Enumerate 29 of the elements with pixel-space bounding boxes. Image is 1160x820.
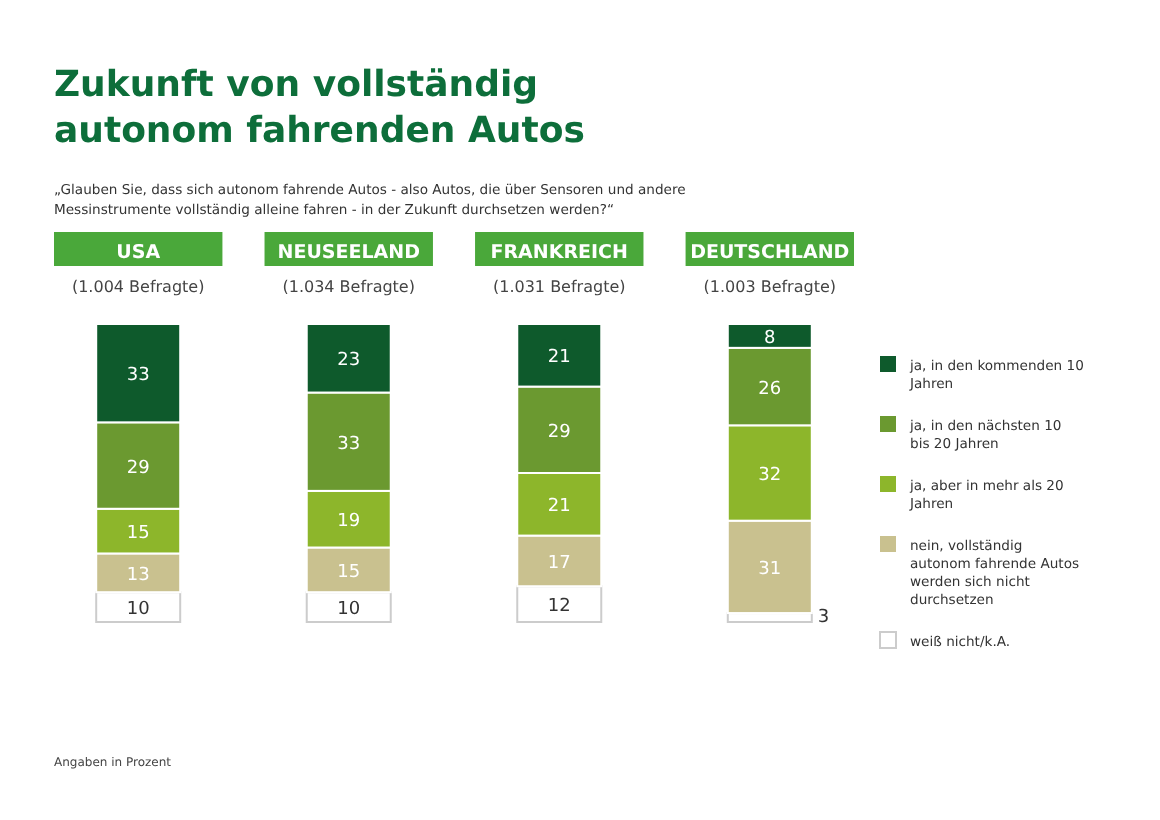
data-label: 33 [337,434,361,455]
x-tick-label: FRANKREICH [490,242,629,264]
data-label: 19 [337,512,361,533]
data-label: 3 [817,608,830,628]
data-label: 26 [758,379,782,400]
data-label: 21 [547,497,571,518]
data-label: 15 [337,562,361,583]
data-label: 32 [758,466,782,486]
data-label: 31 [758,559,782,580]
data-label: 8 [764,328,777,349]
chart-title: Zukunft von vollständig autonom fahrenden Autos [54,64,585,152]
text: (1.004 Befragte) [71,278,205,296]
data-label: 23 [337,351,361,372]
text: (1.031 Befragte) [493,278,626,296]
data-label: 15 [126,524,150,545]
x-tick-label: USA [116,242,162,264]
data-label: 29 [547,422,572,443]
text: (1.003 Befragte) [703,278,837,296]
x-tick-label: DEUTSCHLAND [690,242,850,264]
text: (1.034 Befragte) [282,278,415,296]
data-label: 10 [337,600,361,621]
data-label: 21 [547,348,571,369]
x-tick-label: NEUSEELAND [277,242,421,264]
data-label: 33 [126,366,150,387]
data-label: 29 [126,458,151,479]
data-label: 12 [547,597,571,618]
data-label: 10 [126,600,151,621]
data-label: 17 [547,553,571,574]
data-label: 13 [126,565,150,586]
